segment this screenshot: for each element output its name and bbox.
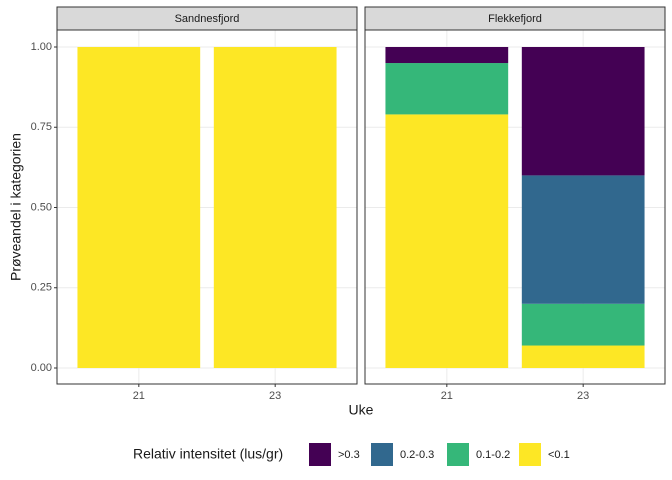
panel-border <box>364 29 666 385</box>
bar-segment <box>521 47 645 176</box>
bar-segment <box>385 63 509 115</box>
y-tick-label: 0.00 <box>31 362 52 374</box>
bar-segment <box>521 175 645 304</box>
legend-label: 0.1-0.2 <box>476 449 510 461</box>
x-tick-label: 23 <box>269 390 281 402</box>
bar-segment <box>385 114 509 368</box>
y-tick-label: 0.25 <box>31 282 52 294</box>
legend-label: 0.2-0.3 <box>400 449 434 461</box>
legend-key <box>447 443 469 466</box>
x-axis-label: Uke <box>349 402 374 418</box>
y-axis-label: Prøveandel i kategorien <box>8 133 24 281</box>
legend-title: Relativ intensitet (lus/gr) <box>133 446 283 462</box>
x-tick-label: 21 <box>133 390 145 402</box>
bar-segment <box>385 47 509 64</box>
legend-label: >0.3 <box>338 449 360 461</box>
legend-key <box>371 443 393 466</box>
y-tick-label: 0.75 <box>31 121 52 133</box>
bar-segment <box>213 47 337 368</box>
bar-segment <box>77 47 201 368</box>
y-tick-label: 1.00 <box>31 41 52 53</box>
x-tick-label: 23 <box>577 390 589 402</box>
y-tick-label: 0.50 <box>31 201 52 213</box>
legend-key <box>309 443 331 466</box>
legend-key <box>519 443 541 466</box>
strip-title: Sandnesfjord <box>175 13 240 25</box>
x-tick-label: 21 <box>441 390 453 402</box>
legend-label: <0.1 <box>548 449 570 461</box>
strip-title: Flekkefjord <box>488 13 542 25</box>
bar-segment <box>521 345 645 368</box>
bar-segment <box>521 303 645 346</box>
